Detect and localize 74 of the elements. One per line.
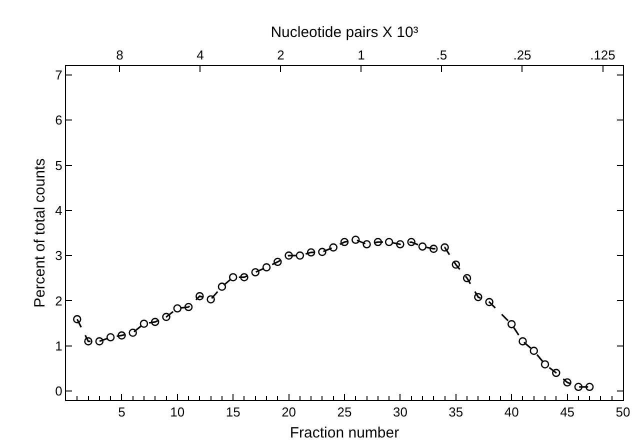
point: [162, 312, 170, 322]
x-tick-label: 40: [504, 404, 519, 420]
y-axis-title: Percent of total counts: [31, 158, 48, 308]
point: [340, 238, 349, 246]
point: [106, 333, 115, 342]
point: [262, 263, 271, 272]
point: [329, 243, 338, 252]
point: [218, 282, 226, 291]
x2-tick-label: 1: [358, 48, 365, 63]
point: [284, 251, 293, 260]
point: [374, 238, 382, 246]
y-tick-label: 0: [55, 384, 62, 399]
point: [72, 315, 82, 324]
point: [552, 368, 560, 378]
x-tick-label: 35: [448, 404, 464, 420]
point: [95, 337, 104, 346]
point: [128, 328, 137, 337]
point: [396, 240, 404, 248]
point: [462, 274, 472, 282]
point: [240, 273, 248, 282]
y-tick-label: 2: [55, 293, 62, 308]
point: [452, 260, 460, 269]
point: [563, 378, 572, 387]
point: [474, 292, 482, 302]
point: [351, 236, 360, 244]
x-tick-label: 30: [392, 404, 408, 420]
point: [296, 251, 304, 260]
x-tick-label: 45: [560, 404, 575, 420]
x2-tick-label: .25: [513, 48, 532, 63]
point: [530, 346, 538, 355]
y-tick-label: 3: [55, 248, 62, 264]
point: [318, 248, 326, 256]
point: [540, 360, 550, 368]
point: [574, 382, 583, 392]
point: [440, 243, 449, 252]
point: [150, 318, 160, 326]
x-tick-label: 25: [337, 404, 352, 420]
point: [173, 304, 182, 313]
x-tick-label: 50: [616, 404, 630, 420]
point: [518, 337, 527, 346]
point: [418, 242, 427, 251]
point: [274, 258, 282, 266]
x2-tick-label: .5: [436, 48, 448, 63]
y-tick-label: 5: [55, 158, 62, 173]
point: [118, 331, 126, 340]
x-tick-label: 15: [226, 404, 240, 420]
point: [206, 295, 215, 304]
x2-tick-label: 4: [196, 48, 204, 63]
point: [228, 273, 238, 282]
point: [429, 244, 438, 253]
point: [407, 238, 416, 246]
point: [196, 292, 204, 300]
point: [140, 320, 148, 328]
point: [507, 320, 516, 328]
point: [84, 337, 92, 346]
x-axis-title: Fraction number: [290, 424, 400, 442]
point: [306, 248, 316, 257]
y-tick-label: 1: [55, 338, 62, 354]
x2-axis-title: Nucleotide pairs X 10³: [270, 24, 418, 41]
point: [362, 240, 371, 248]
point: [485, 298, 494, 306]
x-tick-label: 5: [118, 404, 126, 420]
point: [251, 268, 260, 276]
point: [585, 382, 594, 392]
y-tick-label: 4: [55, 202, 62, 218]
x2-tick-label: 8: [116, 48, 124, 63]
x2-tick-label: .125: [590, 48, 616, 63]
x2-tick-label: 2: [277, 48, 284, 63]
point: [384, 238, 394, 246]
y-tick-label: 6: [55, 112, 62, 128]
point: [184, 302, 193, 312]
x-tick-label: 20: [282, 404, 296, 420]
y-tick-label: 7: [55, 68, 62, 83]
x-tick-label: 10: [170, 404, 185, 420]
